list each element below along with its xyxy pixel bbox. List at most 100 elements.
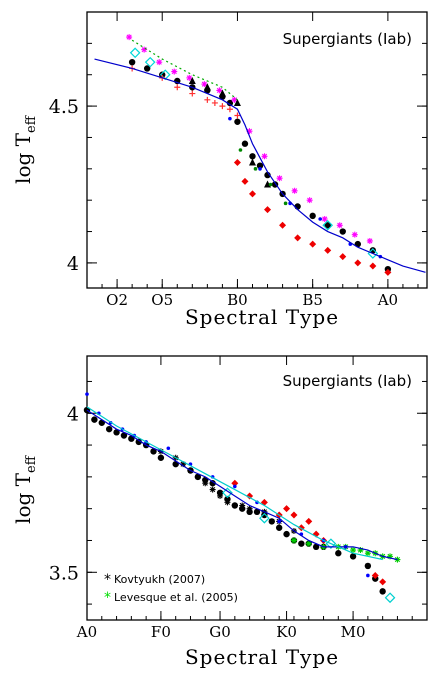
top-data-point [339, 228, 346, 235]
bottom-data-point [268, 518, 275, 525]
top-panel: O2 O5 B0 B5 A0 4 4.5 Supergiants (Iab) Spectra… [11, 11, 428, 329]
top-data-point [234, 112, 241, 119]
top-data-point [174, 84, 181, 91]
top-data-point [253, 167, 258, 171]
top-data-point [126, 34, 133, 41]
bottom-data-point [157, 454, 165, 461]
top-data-point [203, 83, 211, 91]
bottom-x-tick-label: F0 [151, 623, 171, 641]
bottom-data-point [357, 547, 364, 554]
top-y-axis-label-sub: eff [24, 114, 39, 133]
top-data-point [324, 222, 331, 229]
top-data-point [141, 46, 148, 53]
top-data-point [143, 65, 151, 72]
top-data-point [218, 89, 226, 97]
top-x-tick-label: B5 [302, 291, 323, 309]
bottom-data-point [85, 392, 89, 396]
top-y-tick-label: 4.5 [49, 96, 79, 118]
bottom-data-point [312, 543, 320, 551]
legend-label-levesque: Levesque et al. (2005) [114, 591, 238, 604]
top-data-point [159, 71, 166, 78]
bottom-ticks: A0 F0 G0 K0 M0 3.5 4 [49, 356, 428, 641]
top-data-point [309, 240, 317, 248]
top-data-point [129, 47, 141, 59]
bottom-data-point [120, 432, 128, 439]
legend-marker-kovtyukh: * [104, 572, 111, 588]
top-data-point [189, 90, 196, 97]
top-data-point [354, 259, 362, 267]
top-data-point [171, 68, 178, 75]
top-data-point [276, 175, 283, 182]
top-data-point [201, 81, 208, 88]
top-data-point [128, 58, 136, 66]
legend-marker-levesque: * [104, 590, 111, 606]
bottom-data-point [253, 508, 261, 516]
bottom-data-point [387, 553, 394, 560]
bottom-data-point [290, 537, 297, 544]
top-data-point [211, 99, 218, 106]
bottom-data-point [217, 492, 224, 499]
top-series-line-8 [94, 58, 426, 273]
bottom-data-point [384, 592, 396, 604]
bottom-y-tick-label: 3.5 [49, 562, 79, 584]
bottom-data-point [350, 547, 357, 554]
top-y-axis-label: log Teff [11, 114, 39, 184]
bottom-x-tick-label: K0 [276, 623, 297, 641]
top-y-axis-label-main: log T [11, 132, 35, 184]
top-data-point [291, 187, 298, 194]
top-data-point [233, 159, 241, 167]
top-data-point [241, 177, 249, 185]
bottom-data-point [290, 511, 298, 519]
bottom-data-point [364, 550, 371, 557]
bottom-chart-title: Supergiants (Iab) [283, 372, 412, 390]
bottom-data-point [209, 486, 216, 493]
bottom-data-point [239, 502, 246, 509]
bottom-data-point [231, 479, 239, 487]
top-data-point [248, 158, 256, 166]
bottom-data-point [113, 429, 120, 436]
bottom-data-point [209, 480, 216, 487]
top-data-point [219, 103, 226, 110]
bottom-data-point [91, 416, 98, 423]
svg-text:log Teff: log Teff [11, 114, 39, 184]
bottom-data-point [135, 438, 142, 446]
top-data-point [336, 222, 343, 229]
bottom-data-point [364, 562, 372, 570]
top-data-point [268, 182, 273, 187]
bottom-x-tick-label: G0 [209, 623, 231, 641]
top-data-point [339, 253, 347, 261]
bottom-data-point [305, 517, 313, 525]
top-data-point [324, 246, 332, 254]
top-y-tick-label: 4 [67, 253, 79, 275]
top-data-point [226, 106, 233, 113]
top-data-point [248, 190, 256, 198]
bottom-data-point [349, 553, 357, 560]
top-x-axis-label: Spectral Type [185, 305, 339, 329]
bottom-data-point [259, 512, 270, 524]
bottom-y-axis-label-sub: eff [24, 454, 39, 473]
bottom-data-point [233, 484, 237, 489]
top-data-point [264, 206, 272, 214]
bottom-data-point [379, 588, 386, 595]
top-data-point [234, 118, 241, 125]
top-data-point [246, 128, 253, 135]
bottom-data-point [283, 530, 290, 538]
top-data-point [369, 247, 377, 254]
bottom-data-point [275, 524, 283, 531]
top-x-tick-label: B0 [227, 291, 248, 309]
top-x-tick-label: O5 [151, 291, 173, 309]
top-data-point [351, 231, 358, 238]
bottom-data-point [277, 519, 281, 524]
top-data-point [366, 237, 373, 244]
bottom-data-point [231, 502, 238, 509]
top-data-point [204, 96, 211, 103]
top-data-point [186, 74, 193, 81]
bottom-data-point [166, 446, 171, 451]
top-data-point [256, 162, 264, 169]
top-data-point [321, 216, 328, 222]
bottom-data-point [105, 425, 113, 433]
top-data-point [144, 56, 156, 68]
top-data-point [369, 262, 377, 270]
top-data-point [309, 212, 316, 220]
top-data-point [231, 96, 238, 103]
